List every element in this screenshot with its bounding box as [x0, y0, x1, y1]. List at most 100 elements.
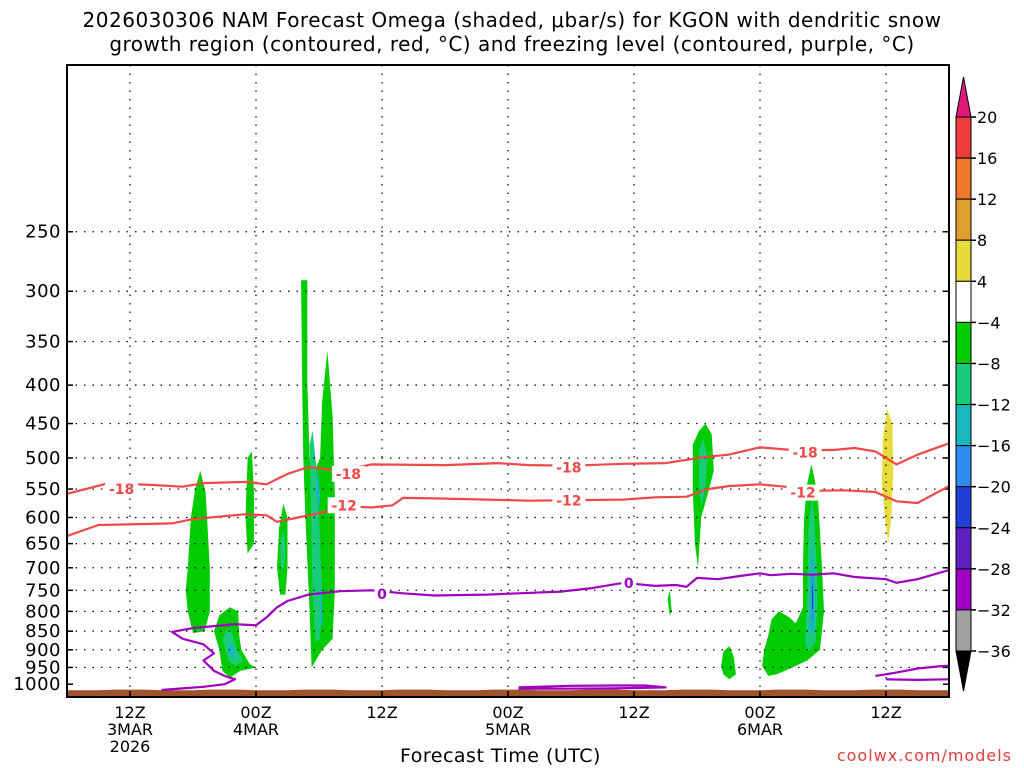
colorbar-bottom-arrow [955, 650, 972, 692]
omega-region [320, 585, 323, 628]
colorbar-tick-label: −36 [977, 642, 1011, 661]
y-tick-label: 250 [25, 222, 61, 243]
colorbar-tick-label: 20 [977, 108, 997, 127]
contour-label: -12 [556, 494, 581, 510]
contour-label: -18 [556, 461, 581, 477]
contour-label-bg [552, 492, 586, 509]
contour-label: -12 [332, 498, 357, 514]
colorbar-bin [955, 280, 972, 323]
y-tick-label: 500 [25, 448, 61, 469]
colorbar: 20 16 12 8 4 −4 −8 −12 −16 −20 −24 −28 −32 −36 [955, 76, 1011, 692]
x-tick-label: 5MAR [485, 720, 531, 739]
contours: -18 -18 -18 -18 -12 -12 -12 0 0 [66, 442, 950, 692]
omega-region [185, 470, 210, 634]
omega-region [812, 585, 813, 612]
colorbar-tick-label: −16 [977, 437, 1011, 456]
omega-shading [185, 280, 894, 680]
x-tick-label: 00Z [240, 703, 271, 722]
contour-line-0 [875, 664, 950, 677]
contour-label-bg [105, 481, 139, 498]
colorbar-bin [955, 527, 972, 570]
colorbar-tick-label: −32 [977, 601, 1011, 620]
omega-region [309, 430, 323, 643]
colorbar-bin [955, 568, 972, 611]
colorbar-bin [955, 404, 972, 447]
contour-label: 0 [624, 576, 634, 592]
x-tick-label: 3MAR [107, 720, 153, 739]
contour-label-bg [552, 459, 586, 476]
colorbar-bin [955, 116, 972, 159]
y-tick-label: 750 [25, 580, 61, 601]
colorbar-tick-label: −24 [977, 519, 1011, 538]
colorbar-tick-label: 4 [977, 272, 987, 291]
chart-title-line-1: 2026030306 NAM Forecast Omega (shaded, μ… [82, 8, 942, 32]
contour-line-0 [161, 623, 257, 692]
contour-line-0 [885, 678, 950, 682]
y-tick-label: 700 [25, 558, 61, 579]
x-tick-label: 4MAR [233, 720, 279, 739]
colorbar-tick-label: 16 [977, 149, 997, 168]
x-tick-label: 00Z [744, 703, 775, 722]
contour-label: -12 [790, 486, 815, 502]
x-tick-label: 12Z [366, 703, 397, 722]
colorbar-bin [955, 609, 972, 652]
x-tick-label: 00Z [492, 703, 523, 722]
chart-title-line-2: growth region (contoured, red, °C) and f… [109, 32, 915, 56]
ground-edge [67, 689, 949, 693]
y-tick-label: 650 [25, 534, 61, 555]
colorbar-tick-label: −28 [977, 560, 1011, 579]
contour-label-bg [788, 444, 822, 461]
x-tick-label: 2026 [110, 737, 151, 756]
colorbar-bin [955, 321, 972, 364]
y-tick-label: 550 [25, 479, 61, 500]
contour-label: -18 [336, 467, 361, 483]
x-axis-title: Forecast Time (UTC) [400, 745, 601, 767]
contour-label: -18 [793, 446, 818, 462]
contour-label-bg [786, 484, 820, 501]
omega-region [881, 408, 894, 544]
contour-label: -18 [109, 482, 134, 498]
contour-label-bg [331, 465, 365, 482]
omega-region [227, 642, 235, 659]
colorbar-bin [955, 445, 972, 488]
y-tick-label: 800 [25, 601, 61, 622]
colorbar-bin [955, 239, 972, 282]
colorbar-tick-label: −8 [977, 354, 1001, 373]
y-tick-label: 850 [25, 621, 61, 642]
x-tick-label: 12Z [870, 703, 901, 722]
colorbar-bin [955, 157, 972, 200]
omega-region [315, 470, 321, 518]
colorbar-top-arrow [955, 76, 972, 118]
x-tick-label: 12Z [114, 703, 145, 722]
contour-line-0 [255, 569, 950, 627]
omega-region [667, 590, 672, 616]
x-tick-label: 12Z [618, 703, 649, 722]
colorbar-tick-label: −4 [977, 313, 1001, 332]
plot-frame [66, 64, 950, 698]
y-tick-label: 1000 [13, 674, 61, 695]
y-tick-label: 900 [25, 640, 61, 661]
colorbar-tick-label: −12 [977, 396, 1011, 415]
colorbar-tick-label: −20 [977, 478, 1011, 497]
y-tick-label: 600 [25, 507, 61, 528]
contour-label-bg [374, 585, 390, 602]
colorbar-bin [955, 198, 972, 241]
y-tick-label: 450 [25, 414, 61, 435]
contour-label-bg [621, 574, 637, 591]
omega-region [721, 646, 736, 680]
colorbar-tick-label: 8 [977, 231, 987, 250]
colorbar-tick-label: 12 [977, 190, 997, 209]
y-tick-label: 400 [25, 375, 61, 396]
contour-label-bg [327, 497, 361, 514]
y-tick-label: 950 [25, 657, 61, 678]
y-tick-label: 350 [25, 332, 61, 353]
omega-region [245, 451, 254, 554]
omega-region [699, 437, 708, 507]
colorbar-bin [955, 486, 972, 529]
y-tick-label: 300 [25, 281, 61, 302]
chart-title: 2026030306 NAM Forecast Omega (shaded, μ… [0, 8, 1024, 56]
colorbar-bin [955, 362, 972, 406]
x-tick-label: 6MAR [737, 720, 783, 739]
omega-region [280, 528, 286, 568]
